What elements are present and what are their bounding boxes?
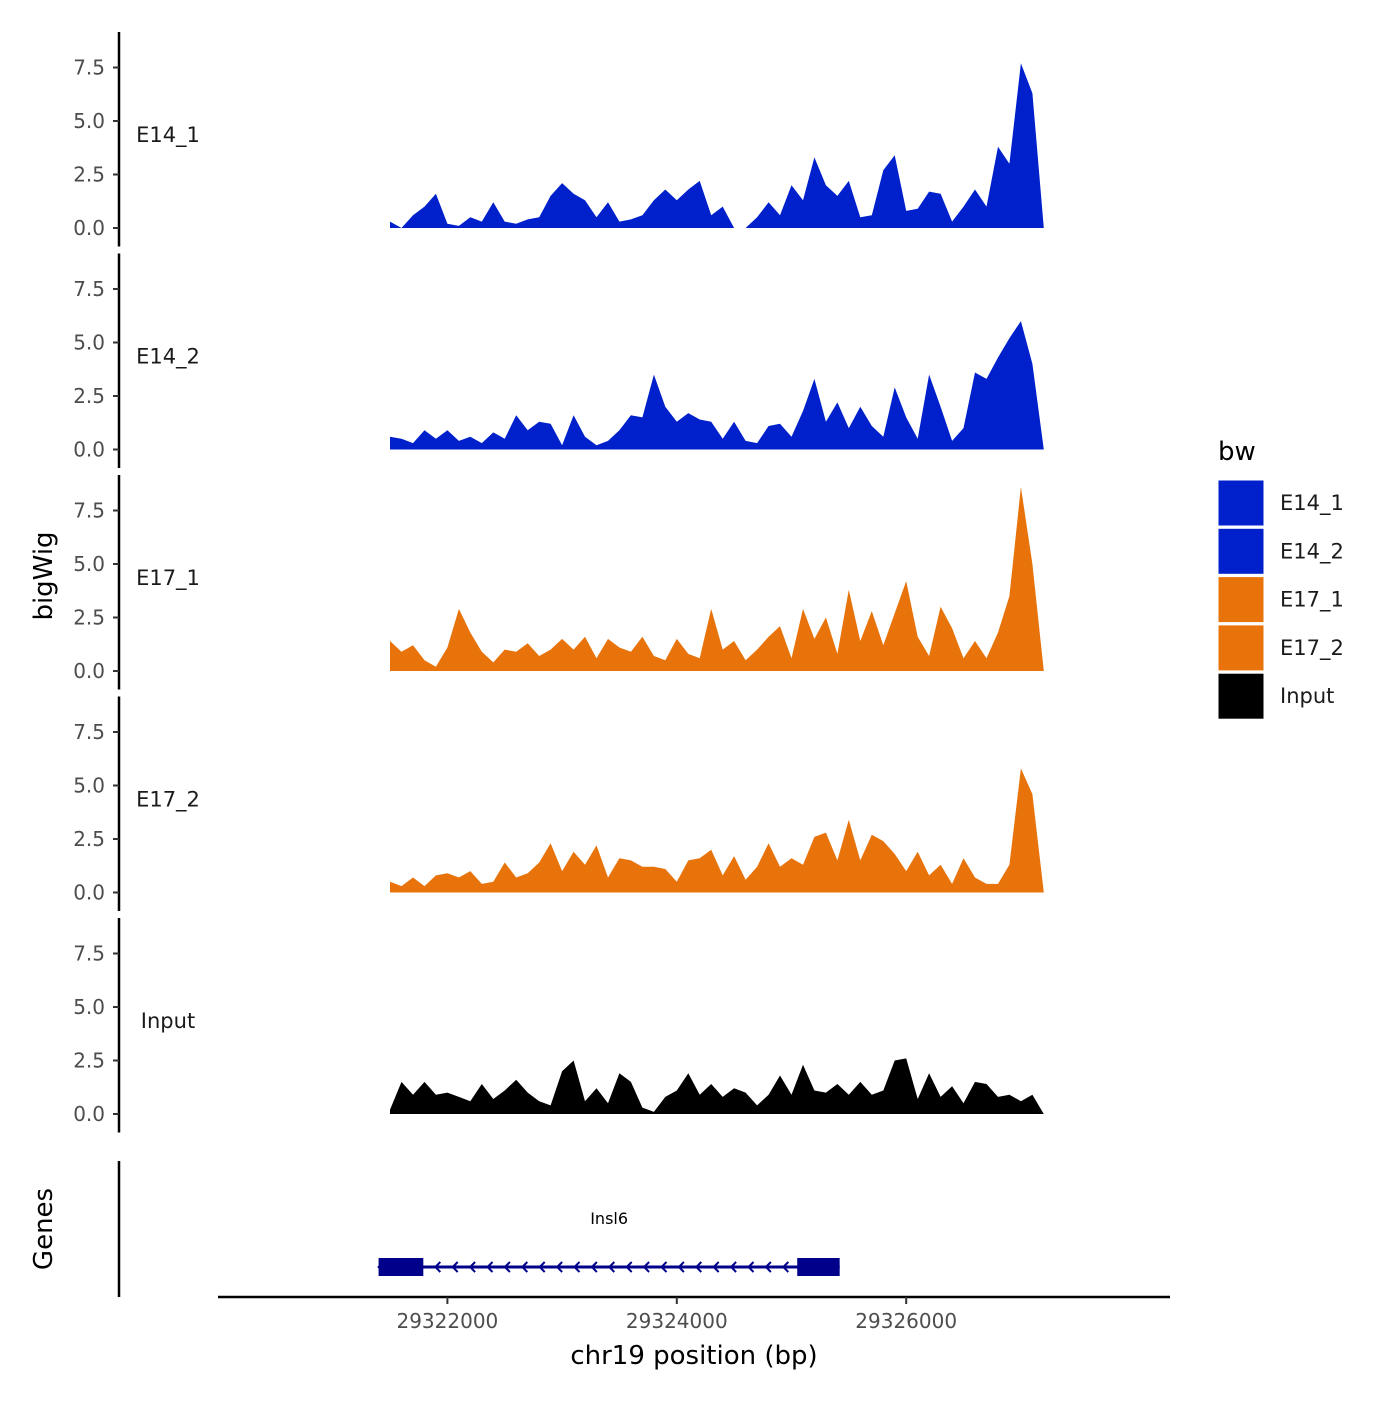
legend-swatch-E14_1 [1217,479,1265,527]
strand-arrow-icon [538,1261,546,1273]
y-tick-label-E17_1-0: 0.0 [73,659,105,683]
strand-arrow-icon [590,1261,598,1273]
strand-arrow-icon [642,1261,650,1273]
strand-arrow-icon [433,1261,442,1273]
y-tick-label-E17_2-2: 5.0 [73,774,105,798]
y-tick-label-E14_2-3: 7.5 [73,277,105,301]
strand-arrow-icon [573,1261,581,1273]
legend-label-E14_2: E14_2 [1280,539,1344,564]
strand-arrow-icon [607,1261,616,1273]
gene-exon-1 [797,1258,840,1276]
area-E14_1 [390,63,1056,229]
gene-name: Insl6 [590,1209,628,1228]
y-tick-label-E14_1-1: 2.5 [73,163,105,187]
y-tick-label-E14_2-0: 0.0 [73,438,105,462]
x-tick-label-2: 29326000 [855,1309,957,1333]
y-tick-label-E17_2-3: 7.5 [73,720,105,744]
x-tick-label-1: 29324000 [626,1309,728,1333]
legend-label-E17_1: E17_1 [1280,588,1344,613]
track-E14_2: E14_2 [136,321,1056,450]
strand-arrow-icon [677,1261,685,1273]
track-label-E14_2: E14_2 [136,345,200,370]
track-E14_1: E14_1 [136,63,1056,229]
track-label-E17_2: E17_2 [136,788,200,813]
legend-label-E14_1: E14_1 [1280,491,1344,516]
genes-track-title: Genes [29,1188,59,1270]
y-tick-label-E17_2-0: 0.0 [73,881,105,905]
track-label-Input: Input [141,1009,195,1033]
y-tick-label-Input-1: 2.5 [73,1049,105,1073]
strand-arrow-icon [451,1261,459,1273]
strand-arrow-icon [468,1261,476,1273]
strand-arrow-icon [660,1261,668,1273]
legend-title: bw [1218,437,1256,467]
strand-arrow-icon [747,1261,755,1273]
strand-arrow-icon [729,1261,737,1273]
strand-arrow-icon [712,1261,720,1273]
area-E14_2 [390,321,1056,450]
track-label-E17_1: E17_1 [136,566,200,591]
strand-arrow-icon [377,1260,386,1274]
x-axis-title: chr19 position (bp) [570,1341,817,1371]
area-E17_1 [390,487,1056,671]
y-tick-label-Input-3: 7.5 [73,942,105,966]
legend-label-Input: Input [1280,684,1334,708]
y-tick-label-E14_1-3: 7.5 [73,56,105,80]
area-E17_2 [390,768,1056,893]
y-tick-label-E17_1-1: 2.5 [73,606,105,630]
strand-arrow-icon [503,1261,511,1273]
track-label-E14_1: E14_1 [136,123,200,148]
y-tick-label-E17_1-3: 7.5 [73,499,105,523]
y-tick-label-E14_1-0: 0.0 [73,216,105,240]
y-tick-label-E14_1-2: 5.0 [73,109,105,133]
y-tick-label-E17_2-1: 2.5 [73,827,105,851]
track-E17_1: E17_1 [136,487,1056,671]
strand-arrow-icon [764,1261,772,1273]
track-E17_2: E17_2 [136,768,1056,893]
y-axis-title: bigWig [29,531,59,620]
legend-swatch-E17_2 [1217,624,1265,672]
strand-arrow-icon [625,1261,633,1273]
area-Input [390,1058,1056,1114]
y-tick-label-E17_1-2: 5.0 [73,552,105,576]
y-tick-label-E14_2-2: 5.0 [73,331,105,355]
track-Input: Input [141,1009,1056,1114]
gene-exon-0 [378,1258,424,1276]
legend-swatch-E14_2 [1217,527,1265,575]
strand-arrow-icon [486,1261,494,1273]
y-tick-label-Input-2: 5.0 [73,995,105,1019]
strand-arrow-icon [555,1261,563,1273]
y-tick-label-E14_2-1: 2.5 [73,384,105,408]
legend-swatch-E17_1 [1217,576,1265,624]
legend-label-E17_2: E17_2 [1280,636,1344,661]
strand-arrow-icon [520,1261,529,1273]
y-tick-label-Input-0: 0.0 [73,1102,105,1126]
x-tick-label-0: 29322000 [396,1309,498,1333]
legend-swatch-Input [1217,672,1265,720]
strand-arrow-icon [694,1261,703,1273]
strand-arrow-icon [781,1261,790,1273]
